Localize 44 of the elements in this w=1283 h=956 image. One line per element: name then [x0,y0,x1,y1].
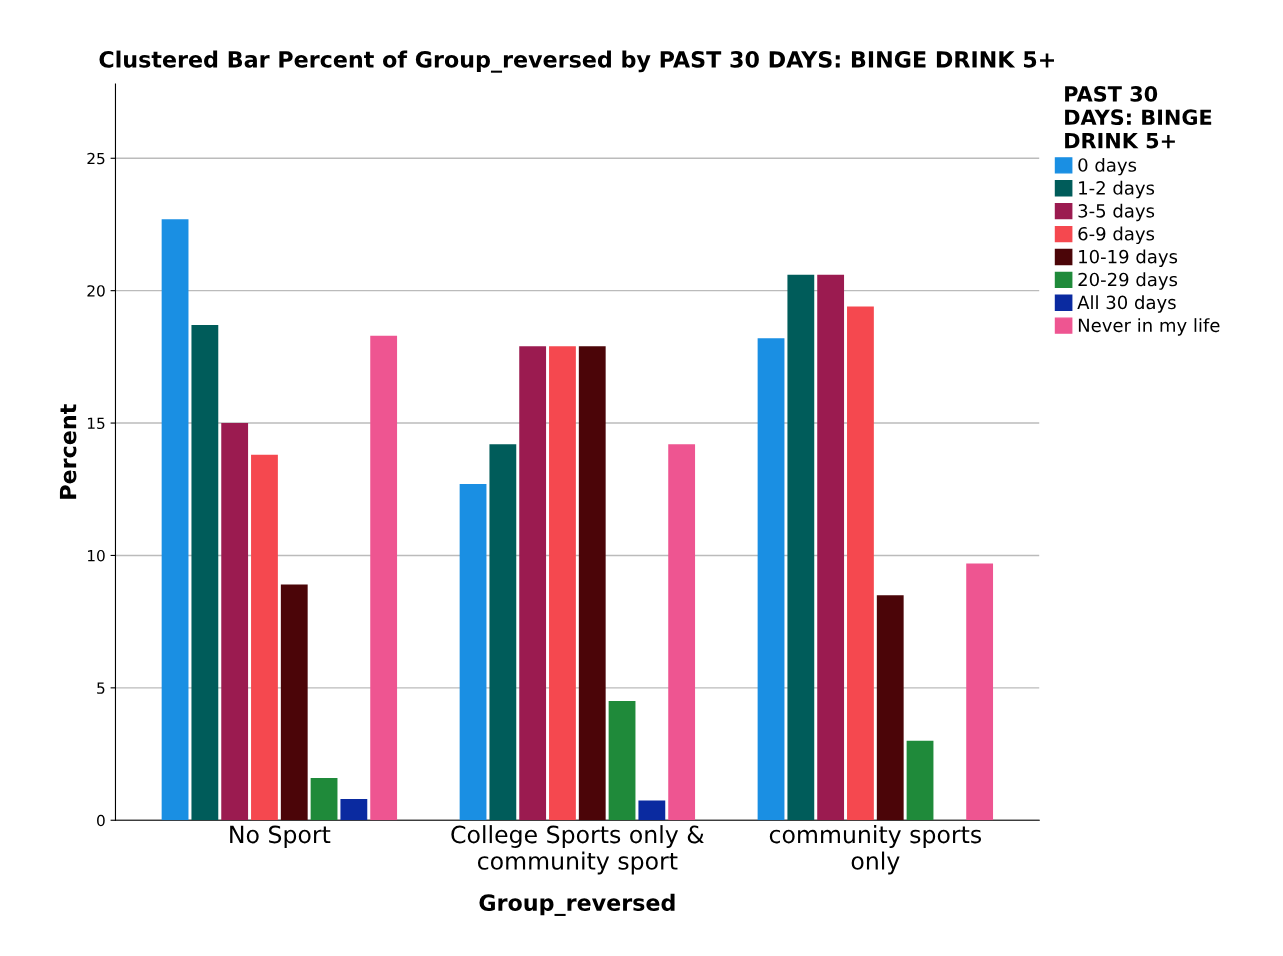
legend-label: 20-29 days [1078,272,1178,290]
legend-label: 1-2 days [1079,180,1155,199]
bar [578,346,606,821]
bar [549,346,576,821]
bar [608,701,636,821]
legend-label: 10-19 days [1079,249,1178,267]
bar [459,483,487,821]
y-tick-label: 20 [87,285,105,297]
x-tick-label: College Sports only & community sport [451,825,704,875]
legend-label: Never in my life [1078,318,1220,336]
y-tick-label: 10 [87,549,105,562]
legend-label: All 30 days [1077,295,1176,313]
bar [161,219,189,821]
x-axis-title: Group_reversed [479,893,675,916]
bar [310,777,338,821]
bar [966,563,994,821]
bar [787,274,815,821]
bar [847,306,874,821]
bar [519,346,547,821]
bar [280,584,308,821]
bar [251,454,278,821]
x-tick-label: community sports only [769,825,982,875]
legend-label: 3-5 days [1078,203,1155,222]
x-tick-label: No Sport [230,825,331,848]
bar [757,338,785,821]
legend-label: 0 days [1078,157,1137,176]
legend-label: 6-9 days [1078,226,1155,245]
chart-title: Clustered Bar Percent of Group_reversed by PAST 30 DAYS: BINGE DRINK 5+ [99,50,1054,73]
bar [370,335,398,821]
legend-title: PAST 30 DAYS: BINGE DRINK 5+ [1065,86,1212,149]
y-tick-label: 25 [87,152,105,165]
bar [638,800,666,821]
bar [489,444,517,821]
bar [817,274,845,821]
bar [876,595,904,821]
bar [906,740,934,821]
bar [221,423,249,821]
y-axis-title: Percent [59,404,77,499]
y-tick-label: 0 [97,814,105,827]
bar [191,325,219,821]
bar [340,799,368,821]
y-tick-label: 5 [97,682,105,694]
bar [668,444,696,821]
y-tick-label: 15 [87,417,105,430]
